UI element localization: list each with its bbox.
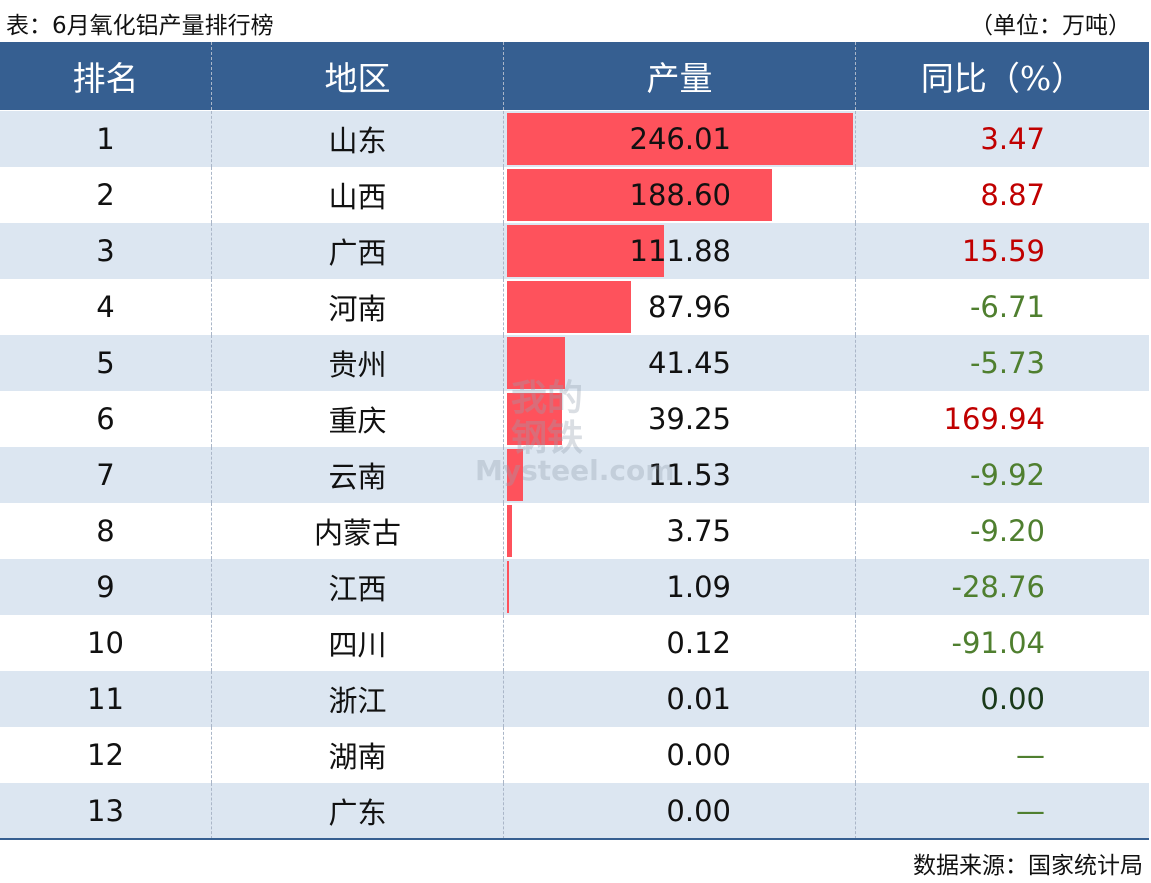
- region-cell: 云南: [328, 460, 387, 494]
- rank-cell: 6: [96, 402, 115, 436]
- header-region: 地区: [324, 59, 391, 98]
- output-value: 3.75: [666, 514, 731, 548]
- region-cell: 广西: [328, 236, 387, 270]
- bottom-border: [0, 838, 1149, 840]
- yoy-value: -5.73: [969, 346, 1045, 380]
- table-row: 4 河南 87.96 -6.71: [0, 279, 1149, 335]
- output-value: 0.00: [666, 794, 731, 828]
- rank-cell: 11: [87, 682, 124, 716]
- table-row: 7 云南 11.53 -9.92: [0, 447, 1149, 503]
- header-output: 产量: [646, 59, 713, 98]
- output-value: 39.25: [647, 402, 731, 436]
- region-cell: 广东: [328, 796, 387, 830]
- rank-cell: 8: [96, 514, 115, 548]
- output-value: 0.12: [666, 626, 731, 660]
- region-cell: 重庆: [328, 404, 387, 438]
- output-bar: [507, 281, 631, 333]
- output-bar: [507, 561, 509, 613]
- output-value: 11.53: [647, 458, 731, 492]
- output-value: 188.60: [629, 178, 731, 212]
- output-bar: [507, 505, 512, 557]
- yoy-value: -9.92: [969, 458, 1045, 492]
- output-value: 87.96: [647, 290, 731, 324]
- rank-cell: 13: [87, 794, 124, 828]
- table-row: 13 广东 0.00 —: [0, 783, 1149, 839]
- rank-cell: 12: [87, 738, 124, 772]
- output-value: 0.00: [666, 738, 731, 772]
- table-title: 表：6月氧化铝产量排行榜: [6, 13, 274, 39]
- source-note: 数据来源：国家统计局: [913, 853, 1143, 879]
- yoy-value: 0.00: [980, 682, 1045, 716]
- output-bar: [507, 169, 772, 221]
- output-value: 111.88: [629, 234, 731, 268]
- table-row: 5 贵州 41.45 -5.73: [0, 335, 1149, 391]
- yoy-value: -91.04: [951, 626, 1046, 660]
- region-cell: 江西: [328, 572, 387, 606]
- unit-label: （单位：万吨）: [970, 13, 1131, 39]
- output-value: 41.45: [647, 346, 731, 380]
- header-rank: 排名: [72, 59, 139, 98]
- region-cell: 山东: [328, 124, 387, 158]
- yoy-value: 8.87: [980, 178, 1045, 212]
- table-row: 2 山西 188.60 8.87: [0, 167, 1149, 223]
- header-yoy: 同比（%）: [920, 59, 1085, 98]
- output-bar: [507, 337, 565, 389]
- table-row: 6 重庆 39.25 169.94: [0, 391, 1149, 447]
- yoy-value: 3.47: [980, 122, 1045, 156]
- region-cell: 湖南: [328, 740, 387, 774]
- rank-cell: 10: [87, 626, 124, 660]
- yoy-value: —: [1016, 738, 1045, 772]
- region-cell: 四川: [328, 628, 387, 662]
- rank-cell: 2: [96, 178, 115, 212]
- region-cell: 内蒙古: [313, 516, 401, 550]
- table-row: 10 四川 0.12 -91.04: [0, 615, 1149, 671]
- rank-cell: 3: [96, 234, 115, 268]
- yoy-value: -6.71: [969, 290, 1045, 324]
- output-bar: [507, 393, 562, 445]
- region-cell: 山西: [328, 180, 387, 214]
- output-bar: [507, 449, 523, 501]
- table-row: 1 山东 246.01 3.47: [0, 111, 1149, 167]
- table-row: 12 湖南 0.00 —: [0, 727, 1149, 783]
- region-cell: 贵州: [328, 348, 387, 382]
- output-bar: [507, 225, 664, 277]
- yoy-value: -28.76: [951, 570, 1046, 604]
- rank-cell: 5: [96, 346, 115, 380]
- rank-cell: 4: [96, 290, 115, 324]
- output-value: 1.09: [666, 570, 731, 604]
- rank-cell: 9: [96, 570, 115, 604]
- rank-cell: 1: [96, 122, 115, 156]
- rank-cell: 7: [96, 458, 115, 492]
- yoy-value: 169.94: [943, 402, 1045, 436]
- table-row: 9 江西 1.09 -28.76: [0, 559, 1149, 615]
- yoy-value: —: [1016, 794, 1045, 828]
- table-header: 排名 地区 产量 同比（%）: [0, 42, 1149, 110]
- region-cell: 浙江: [328, 684, 387, 718]
- table-row: 8 内蒙古 3.75 -9.20: [0, 503, 1149, 559]
- table-row: 3 广西 111.88 15.59: [0, 223, 1149, 279]
- output-bar: [507, 113, 853, 165]
- yoy-value: 15.59: [961, 234, 1045, 268]
- yoy-value: -9.20: [969, 514, 1045, 548]
- output-value: 246.01: [629, 122, 731, 156]
- region-cell: 河南: [328, 292, 387, 326]
- table-row: 11 浙江 0.01 0.00: [0, 671, 1149, 727]
- output-value: 0.01: [666, 682, 731, 716]
